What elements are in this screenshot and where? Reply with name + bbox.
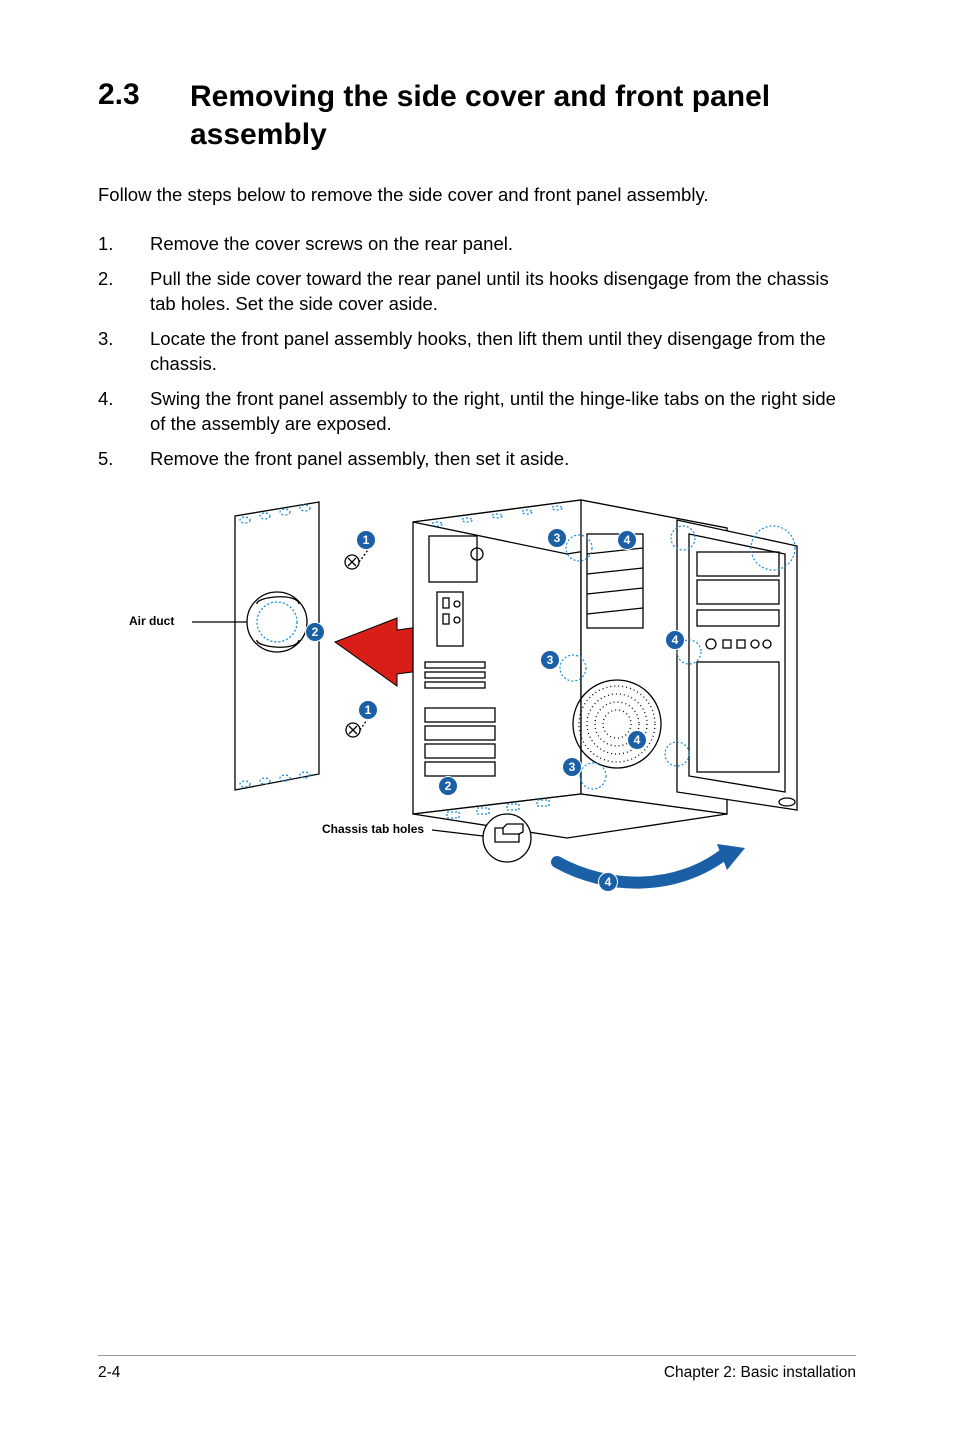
step-number: 1. xyxy=(98,232,150,257)
chapter-label: Chapter 2: Basic installation xyxy=(664,1364,856,1382)
section-title: 2.3 Removing the side cover and front pa… xyxy=(98,78,856,153)
step-list: 1. Remove the cover screws on the rear p… xyxy=(98,232,856,472)
chassis-diagram: Air duct Chassis tab holes 11223334444 xyxy=(137,492,817,952)
callout-badge: 4 xyxy=(598,872,618,892)
diagram-container: Air duct Chassis tab holes 1 1 2 2 3 3 3 4 4 4 4 xyxy=(98,492,856,952)
chassis-tab-holes-label: Chassis tab holes xyxy=(322,822,424,836)
step-number: 3. xyxy=(98,327,150,352)
step-text: Remove the front panel assembly, then se… xyxy=(150,447,856,472)
step-item: 4. Swing the front panel assembly to the… xyxy=(98,387,856,437)
step-text: Swing the front panel assembly to the ri… xyxy=(150,387,856,437)
step-number: 5. xyxy=(98,447,150,472)
callout-badge: 4 xyxy=(627,730,647,750)
section-number: 2.3 xyxy=(98,78,190,112)
page: 2.3 Removing the side cover and front pa… xyxy=(0,0,954,1438)
step-number: 4. xyxy=(98,387,150,412)
callout-badge: 3 xyxy=(540,650,560,670)
section-heading: Removing the side cover and front panel … xyxy=(190,78,856,153)
callout-badge: 1 xyxy=(358,700,378,720)
step-text: Remove the cover screws on the rear pane… xyxy=(150,232,856,257)
swing-arrow-icon xyxy=(557,844,745,883)
page-footer: 2-4 Chapter 2: Basic installation xyxy=(98,1355,856,1382)
diagram-svg xyxy=(137,492,817,952)
step-item: 5. Remove the front panel assembly, then… xyxy=(98,447,856,472)
step-item: 3. Locate the front panel assembly hooks… xyxy=(98,327,856,377)
page-number: 2-4 xyxy=(98,1364,120,1382)
step-item: 2. Pull the side cover toward the rear p… xyxy=(98,267,856,317)
callout-badge: 3 xyxy=(562,757,582,777)
step-item: 1. Remove the cover screws on the rear p… xyxy=(98,232,856,257)
callout-badge: 4 xyxy=(665,630,685,650)
callout-badge: 2 xyxy=(305,622,325,642)
step-text: Locate the front panel assembly hooks, t… xyxy=(150,327,856,377)
intro-text: Follow the steps below to remove the sid… xyxy=(98,183,856,208)
air-duct-label: Air duct xyxy=(129,614,174,628)
callout-badge: 4 xyxy=(617,530,637,550)
callout-badge: 2 xyxy=(438,776,458,796)
callout-badge: 1 xyxy=(356,530,376,550)
step-text: Pull the side cover toward the rear pane… xyxy=(150,267,856,317)
callout-badge: 3 xyxy=(547,528,567,548)
step-number: 2. xyxy=(98,267,150,292)
